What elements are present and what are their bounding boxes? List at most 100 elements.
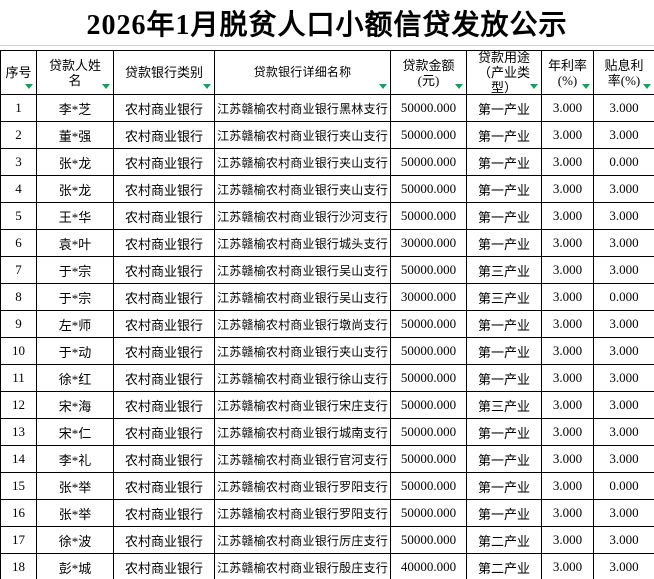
filter-button-amount[interactable] xyxy=(452,81,465,92)
cell-amount: 50000.000 xyxy=(391,149,467,176)
cell-bank_type: 农村商业银行 xyxy=(114,176,215,203)
cell-amount: 50000.000 xyxy=(391,203,467,230)
cell-bank_detail: 江苏赣榆农村商业银行夹山支行 xyxy=(215,122,391,149)
table-row: 16 张*举 农村商业银行 江苏赣榆农村商业银行罗阳支行 50000.000 第一产业 3.… xyxy=(1,500,654,527)
cell-subsidy_rate: 3.000 xyxy=(594,365,654,392)
cell-amount: 30000.000 xyxy=(391,284,467,311)
cell-annual_rate: 3.000 xyxy=(542,500,594,527)
cell-subsidy_rate: 3.000 xyxy=(594,122,654,149)
filter-button-annual_rate[interactable] xyxy=(579,81,592,92)
column-header-label: 贷款银行类别 xyxy=(124,65,203,80)
cell-bank_detail: 江苏赣榆农村商业银行殷庄支行 xyxy=(215,554,391,579)
column-header-label: 贷款银行详细名称 xyxy=(253,65,352,79)
column-header-amount: 贷款金额 (元) xyxy=(391,51,467,95)
cell-subsidy_rate: 3.000 xyxy=(594,230,654,257)
cell-name: 于*宗 xyxy=(37,284,114,311)
column-header-label: (元) xyxy=(417,72,440,88)
cell-name: 徐*波 xyxy=(37,527,114,554)
cell-amount: 50000.000 xyxy=(391,95,467,122)
cell-bank_detail: 江苏赣榆农村商业银行夹山支行 xyxy=(215,176,391,203)
cell-bank_type: 农村商业银行 xyxy=(114,149,215,176)
column-header-bank_detail: 贷款银行详细名称 xyxy=(215,51,391,95)
cell-index: 15 xyxy=(1,473,37,500)
cell-index: 3 xyxy=(1,149,37,176)
cell-annual_rate: 3.000 xyxy=(542,230,594,257)
cell-bank_type: 农村商业银行 xyxy=(114,95,215,122)
cell-index: 7 xyxy=(1,257,37,284)
cell-bank_type: 农村商业银行 xyxy=(114,500,215,527)
cell-name: 张*龙 xyxy=(37,176,114,203)
column-header-label: 名 xyxy=(68,72,82,88)
filter-button-subsidy_rate[interactable] xyxy=(640,81,653,92)
cell-name: 张*龙 xyxy=(37,149,114,176)
cell-subsidy_rate: 0.000 xyxy=(594,473,654,500)
cell-annual_rate: 3.000 xyxy=(542,392,594,419)
cell-subsidy_rate: 0.000 xyxy=(594,149,654,176)
cell-subsidy_rate: 3.000 xyxy=(594,446,654,473)
cell-annual_rate: 3.000 xyxy=(542,257,594,284)
cell-name: 徐*红 xyxy=(37,365,114,392)
cell-subsidy_rate: 3.000 xyxy=(594,176,654,203)
cell-purpose: 第三产业 xyxy=(467,392,542,419)
cell-index: 6 xyxy=(1,230,37,257)
cell-bank_detail: 江苏赣榆农村商业银行罗阳支行 xyxy=(215,500,391,527)
cell-annual_rate: 3.000 xyxy=(542,527,594,554)
filter-button-index[interactable] xyxy=(22,81,35,92)
cell-amount: 50000.000 xyxy=(391,446,467,473)
column-header-purpose: 贷款用途 （产业类 型） xyxy=(467,51,542,95)
column-header-label: 序号 xyxy=(5,65,32,80)
table-row: 2 董*强 农村商业银行 江苏赣榆农村商业银行夹山支行 50000.000 第一产业 3.0… xyxy=(1,122,654,149)
cell-bank_detail: 江苏赣榆农村商业银行吴山支行 xyxy=(215,257,391,284)
table-row: 6 袁*叶 农村商业银行 江苏赣榆农村商业银行城头支行 30000.000 第一产业 3.0… xyxy=(1,230,654,257)
cell-index: 17 xyxy=(1,527,37,554)
loan-table: 序号 贷款人姓名贷款银行类别 贷款银行详细名称 贷款金额 (元) 贷款用途 （产业类 型） 年利… xyxy=(0,50,654,579)
cell-bank_type: 农村商业银行 xyxy=(114,419,215,446)
cell-index: 13 xyxy=(1,419,37,446)
table-row: 4 张*龙 农村商业银行 江苏赣榆农村商业银行夹山支行 50000.000 第一产业 3.0… xyxy=(1,176,654,203)
cell-annual_rate: 3.000 xyxy=(542,365,594,392)
cell-amount: 50000.000 xyxy=(391,473,467,500)
cell-annual_rate: 3.000 xyxy=(542,473,594,500)
cell-index: 12 xyxy=(1,392,37,419)
cell-subsidy_rate: 3.000 xyxy=(594,257,654,284)
cell-name: 宋*仁 xyxy=(37,419,114,446)
cell-subsidy_rate: 3.000 xyxy=(594,419,654,446)
cell-name: 于*宗 xyxy=(37,257,114,284)
cell-bank_detail: 江苏赣榆农村商业银行城南支行 xyxy=(215,419,391,446)
cell-bank_type: 农村商业银行 xyxy=(114,311,215,338)
filter-dropdown-arrow-icon xyxy=(378,84,387,89)
cell-index: 8 xyxy=(1,284,37,311)
cell-purpose: 第一产业 xyxy=(467,419,542,446)
cell-bank_detail: 江苏赣榆农村商业银行宋庄支行 xyxy=(215,392,391,419)
cell-subsidy_rate: 3.000 xyxy=(594,311,654,338)
cell-index: 10 xyxy=(1,338,37,365)
filter-button-bank_detail[interactable] xyxy=(376,81,389,92)
column-header-label: (%) xyxy=(557,72,578,88)
cell-purpose: 第一产业 xyxy=(467,338,542,365)
cell-bank_type: 农村商业银行 xyxy=(114,203,215,230)
cell-name: 张*举 xyxy=(37,500,114,527)
cell-bank_detail: 江苏赣榆农村商业银行黑林支行 xyxy=(215,95,391,122)
table-row: 1 李*芝 农村商业银行 江苏赣榆农村商业银行黑林支行 50000.000 第一产业 3.0… xyxy=(1,95,654,122)
cell-name: 李*芝 xyxy=(37,95,114,122)
column-header-bank_type: 贷款银行类别 xyxy=(114,51,215,95)
filter-dropdown-arrow-icon xyxy=(24,84,33,89)
cell-amount: 50000.000 xyxy=(391,365,467,392)
filter-button-purpose[interactable] xyxy=(527,81,540,92)
cell-amount: 30000.000 xyxy=(391,230,467,257)
cell-purpose: 第一产业 xyxy=(467,500,542,527)
table-row: 14 李*礼 农村商业银行 江苏赣榆农村商业银行官河支行 50000.000 第一产业 3.… xyxy=(1,446,654,473)
cell-annual_rate: 3.000 xyxy=(542,338,594,365)
filter-button-name[interactable] xyxy=(99,81,112,92)
cell-subsidy_rate: 0.000 xyxy=(594,284,654,311)
cell-bank_detail: 江苏赣榆农村商业银行罗阳支行 xyxy=(215,473,391,500)
cell-bank_type: 农村商业银行 xyxy=(114,473,215,500)
filter-button-bank_type[interactable] xyxy=(200,81,213,92)
column-header-label: 率(%) xyxy=(607,72,641,88)
table-body: 1 李*芝 农村商业银行 江苏赣榆农村商业银行黑林支行 50000.000 第一产业 3.0… xyxy=(1,95,654,579)
cell-bank_detail: 江苏赣榆农村商业银行吴山支行 xyxy=(215,284,391,311)
table-row: 5 王*华 农村商业银行 江苏赣榆农村商业银行沙河支行 50000.000 第一产业 3.0… xyxy=(1,203,654,230)
cell-bank_detail: 江苏赣榆农村商业银行官河支行 xyxy=(215,446,391,473)
cell-annual_rate: 3.000 xyxy=(542,176,594,203)
